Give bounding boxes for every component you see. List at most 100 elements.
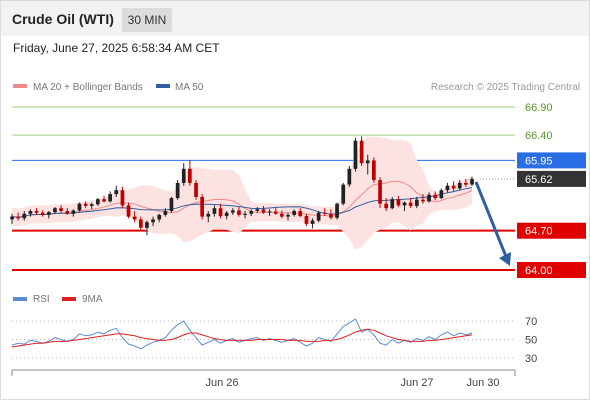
candle (378, 177, 382, 209)
candle (145, 220, 149, 236)
instrument-title: Crude Oil (WTI) (12, 11, 114, 27)
candle (249, 209, 254, 217)
candle (47, 210, 51, 219)
price-tag-bg-64-00 (517, 262, 586, 278)
legend-swatch-9ma (62, 297, 76, 301)
candle (10, 213, 14, 224)
candle (120, 186, 125, 209)
candle (255, 207, 260, 213)
candle (16, 212, 20, 221)
candle (433, 191, 438, 201)
target-label-66-90: 66.90 (525, 102, 553, 114)
candle (96, 198, 100, 206)
candle (267, 209, 272, 217)
candle (396, 195, 401, 208)
price-tags-layer: 66.90 66.40 65.95 65.62 64.70 64.00 (517, 102, 586, 278)
candle (464, 178, 468, 187)
legend-swatch-ma50 (156, 84, 170, 88)
candle (139, 216, 143, 231)
candle (415, 196, 419, 209)
legend-label-ma50: MA 50 (175, 82, 204, 93)
x-label-jun26: Jun 26 (205, 377, 238, 389)
candle (457, 180, 462, 191)
candle (427, 192, 431, 203)
candle (108, 191, 112, 203)
projection-arrow-shaft (474, 181, 509, 260)
candle (384, 198, 388, 211)
ma20-line (11, 180, 473, 218)
candle (365, 154, 370, 175)
candle (292, 209, 296, 217)
candle (206, 210, 211, 223)
candle (53, 207, 57, 214)
candle (298, 208, 303, 218)
candle (323, 208, 327, 217)
candle (439, 188, 444, 200)
candle (231, 208, 235, 215)
candle (261, 205, 266, 214)
candle (347, 166, 352, 187)
candle (353, 137, 358, 172)
candle (451, 181, 456, 192)
price-tag-65-95: 65.95 (525, 155, 553, 167)
rsi-pane: 70 50 30 (11, 316, 537, 365)
rsi-series-9ma (11, 328, 473, 348)
target-label-66-40: 66.40 (525, 130, 553, 142)
candle (175, 180, 180, 200)
candle (310, 218, 315, 229)
candle (181, 163, 186, 186)
candle (286, 212, 290, 221)
datetime-label: Friday, June 27, 2025 6:58:34 AM CET (13, 41, 220, 55)
x-label-jun27: Jun 27 (400, 377, 433, 389)
bollinger-band (11, 136, 473, 250)
candle (89, 202, 94, 210)
candle (243, 210, 247, 219)
candle (280, 210, 284, 219)
candle (445, 182, 450, 193)
candle (316, 210, 321, 223)
candle (151, 216, 155, 227)
rsi-series-rsi (11, 318, 473, 350)
candles-layer (10, 136, 511, 266)
candle (329, 209, 333, 220)
candle (77, 202, 82, 212)
candle (59, 205, 63, 213)
legend-label-9ma: 9MA (82, 294, 103, 305)
candle (402, 201, 407, 211)
candle (169, 196, 174, 213)
bollinger-band-area (12, 136, 472, 250)
candle (372, 157, 376, 183)
legend-label-ma20: MA 20 + Bollinger Bands (33, 82, 143, 93)
candle (71, 209, 76, 217)
candle (212, 205, 217, 217)
projection-arrow-head (499, 252, 511, 266)
rsi-legend: RSI 9MA (13, 294, 103, 305)
candle (163, 208, 168, 217)
rsi-axis-label-70: 70 (525, 316, 537, 328)
legend-swatch-rsi (13, 297, 27, 301)
candle (102, 195, 106, 203)
candle (194, 180, 198, 200)
legend-swatch-ma20 (13, 84, 27, 88)
legend-label-rsi: RSI (33, 294, 50, 305)
candle (83, 201, 88, 209)
chart-header: Crude Oil (WTI) 30 MIN (1, 1, 589, 36)
candle (126, 202, 131, 219)
candle (34, 208, 39, 215)
rsi-axis-label-50: 50 (525, 335, 537, 347)
candle (200, 194, 204, 220)
price-tag-65-62: 65.62 (525, 174, 553, 186)
candle (359, 136, 364, 167)
price-tag-64-70: 64.70 (525, 226, 553, 238)
candle (273, 208, 278, 215)
main-legend: MA 20 + Bollinger Bands MA 50 Research ©… (13, 82, 580, 93)
candle (132, 210, 137, 223)
candle (470, 176, 474, 186)
candle (421, 194, 425, 204)
candle (157, 213, 162, 223)
credit-text: Research © 2025 Trading Central (431, 82, 580, 93)
candle (304, 213, 309, 227)
timeframe-badge[interactable]: 30 MIN (122, 8, 172, 32)
candle (114, 185, 119, 197)
